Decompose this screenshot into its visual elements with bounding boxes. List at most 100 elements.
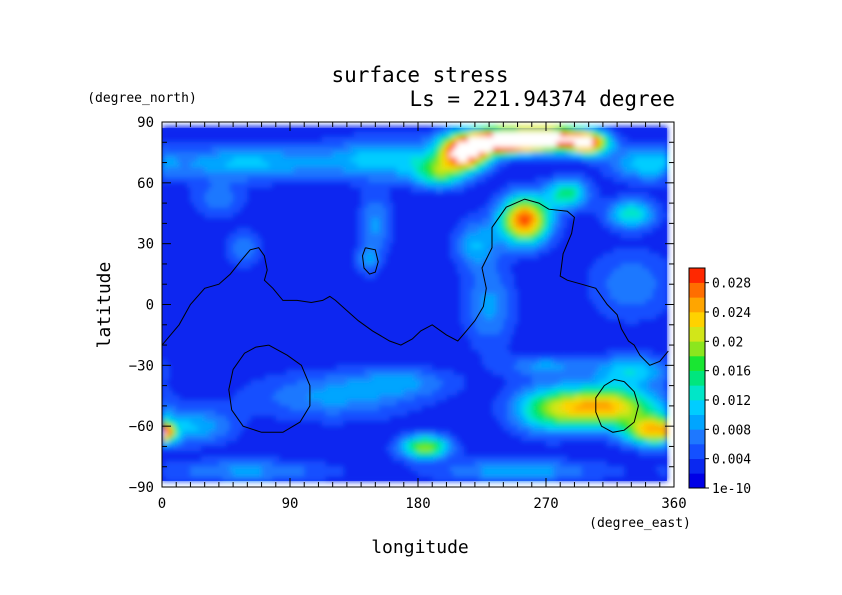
heatmap-cell	[311, 404, 316, 411]
heatmap-cell	[162, 404, 167, 411]
heatmap-cell	[297, 369, 302, 376]
heatmap-cell	[510, 313, 515, 320]
heatmap-cell	[268, 455, 273, 462]
heatmap-cell	[585, 328, 590, 335]
heatmap-cell	[268, 445, 273, 452]
heatmap-cell	[553, 344, 558, 350]
heatmap-cell	[386, 430, 391, 436]
heatmap-cell	[663, 323, 668, 330]
heatmap-cell	[645, 384, 650, 391]
heatmap-cell	[542, 359, 547, 365]
heatmap-cell	[361, 475, 366, 482]
heatmap-cell	[233, 409, 238, 416]
heatmap-cell	[386, 333, 391, 340]
heatmap-cell	[201, 364, 206, 370]
heatmap-cell	[186, 359, 192, 365]
heatmap-cell	[254, 394, 259, 401]
heatmap-cell	[204, 425, 209, 431]
heatmap-cell	[535, 374, 540, 381]
heatmap-cell	[531, 450, 536, 457]
heatmap-cell	[233, 374, 238, 381]
heatmap-cell	[606, 318, 611, 325]
heatmap-cell	[378, 420, 384, 426]
heatmap-cell	[457, 425, 462, 431]
heatmap-cell	[247, 440, 252, 447]
heatmap-cell	[471, 404, 476, 411]
heatmap-cell	[211, 369, 216, 376]
heatmap-cell	[510, 328, 515, 335]
heatmap-cell	[318, 313, 323, 320]
heatmap-cell	[503, 313, 508, 320]
heatmap-cell	[631, 344, 636, 350]
heatmap-cell	[254, 425, 259, 431]
heatmap-cell	[300, 323, 305, 330]
heatmap-cell	[382, 455, 387, 462]
heatmap-cell	[467, 430, 472, 436]
heatmap-cell	[638, 308, 643, 315]
heatmap-cell	[414, 409, 419, 416]
heatmap-cell	[634, 460, 640, 467]
heatmap-cell	[588, 354, 593, 360]
heatmap-cell	[514, 460, 519, 467]
heatmap-cell	[531, 475, 536, 482]
heatmap-cell	[574, 308, 579, 315]
heatmap-cell	[204, 333, 209, 340]
heatmap-cell	[663, 460, 668, 467]
heatmap-cell	[613, 389, 618, 396]
heatmap-cell	[446, 435, 451, 441]
heatmap-cell	[549, 308, 554, 315]
heatmap-cell	[492, 318, 497, 325]
heatmap-cell	[503, 379, 508, 386]
heatmap-cell	[492, 409, 497, 416]
heatmap-cell	[350, 455, 355, 462]
heatmap-cell	[272, 389, 277, 396]
heatmap-cell	[467, 338, 472, 345]
heatmap-cell	[332, 404, 337, 411]
heatmap-cell	[556, 369, 561, 376]
heatmap-cell	[371, 323, 376, 330]
heatmap-cell	[275, 384, 280, 391]
heatmap-cell	[634, 389, 640, 396]
heatmap-cell	[354, 338, 359, 345]
heatmap-cell	[471, 379, 476, 386]
heatmap-cell	[329, 420, 334, 426]
heatmap-cell	[179, 323, 184, 330]
heatmap-cell	[617, 460, 622, 467]
heatmap-cell	[211, 430, 216, 436]
heatmap-cell	[521, 308, 526, 315]
heatmap-cell	[201, 465, 206, 472]
heatmap-cell	[176, 409, 181, 416]
heatmap-cell	[286, 460, 291, 467]
heatmap-cell	[517, 364, 522, 370]
heatmap-cell	[457, 313, 462, 320]
heatmap-cell	[570, 394, 576, 401]
heatmap-cell	[553, 455, 558, 462]
heatmap-cell	[659, 465, 664, 472]
heatmap-cell	[222, 394, 227, 401]
heatmap-cell	[492, 389, 497, 396]
heatmap-cell	[538, 359, 544, 365]
heatmap-cell	[357, 420, 362, 426]
heatmap-cell	[364, 364, 369, 370]
heatmap-cell	[478, 435, 483, 441]
heatmap-cell	[268, 354, 273, 360]
heatmap-cell	[311, 349, 316, 355]
heatmap-cell	[240, 308, 245, 315]
heatmap-cell	[279, 435, 284, 441]
heatmap-cell	[531, 425, 536, 431]
heatmap-cell	[407, 308, 412, 315]
heatmap-cell	[634, 344, 640, 350]
heatmap-cell	[332, 470, 337, 477]
heatmap-cell	[627, 313, 632, 320]
heatmap-cell	[620, 399, 625, 406]
heatmap-cell	[659, 313, 664, 320]
heatmap-cell	[243, 338, 248, 345]
heatmap-cell	[457, 344, 462, 350]
heatmap-cell	[567, 374, 572, 381]
heatmap-cell	[492, 374, 497, 381]
heatmap-cell	[471, 445, 476, 452]
heatmap-cell	[339, 369, 344, 376]
heatmap-cell	[346, 394, 352, 401]
heatmap-cell	[346, 338, 352, 345]
heatmap-cell	[339, 445, 344, 452]
